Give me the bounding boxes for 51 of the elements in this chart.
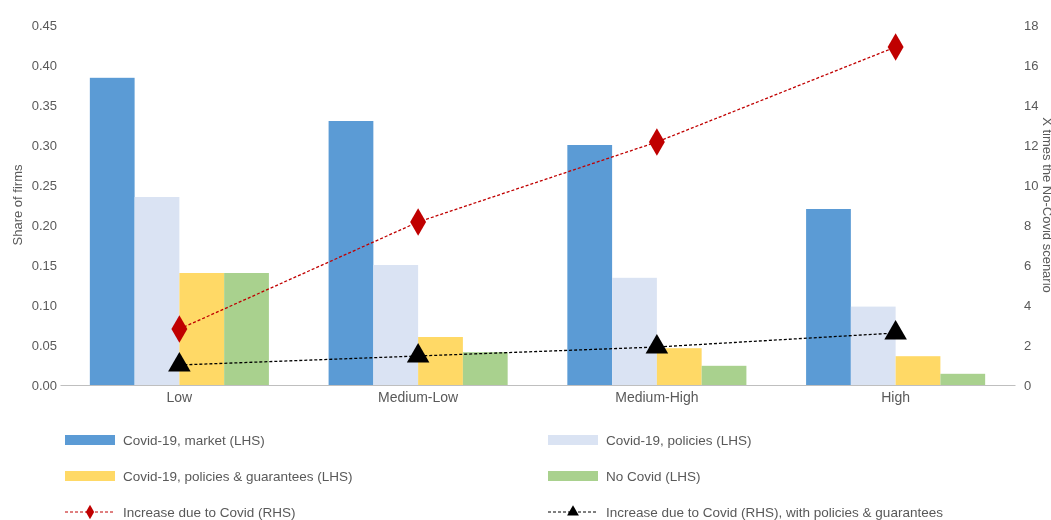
y2-tick-label: 0 [1024,377,1032,393]
y2-tick-label: 16 [1024,57,1039,73]
y-tick-label: 0.20 [31,217,57,233]
x-tick-label: Medium-High [615,389,699,405]
y2-tick-label: 6 [1024,257,1032,273]
y-tick-label: 0.15 [31,257,57,273]
y-tick-label: 0.05 [31,337,57,353]
y2-tick-label: 8 [1024,217,1032,233]
bar [895,356,941,385]
y-tick-label: 0.00 [31,377,57,393]
bar [462,352,508,385]
y-tick-label: 0.40 [31,57,57,73]
y2-tick-label: 12 [1024,137,1039,153]
legend-label: Increase due to Covid (RHS) [123,505,296,520]
bar [656,348,702,385]
y2-tick-label: 18 [1024,17,1039,33]
point [168,351,191,372]
legend-label: Increase due to Covid (RHS), with policies & guarantees [606,505,944,520]
y-axis-title: Share of firms [10,164,25,246]
y-tick-label: 0.10 [31,297,57,313]
y-tick-label: 0.25 [31,177,57,193]
point [406,342,430,363]
bar [701,365,747,385]
x-tick-label: Medium-Low [378,389,460,405]
bar [224,273,269,385]
bar [373,265,419,385]
y-tick-label: 0.35 [31,97,57,113]
bar [89,77,135,385]
bar [850,306,896,385]
bar [612,277,657,385]
point [645,333,669,354]
y2-tick-label: 14 [1024,97,1039,113]
legend-label: No Covid (LHS) [606,469,701,484]
x-tick-label: Low [166,389,194,405]
y2-tick-label: 2 [1024,337,1032,353]
bar [179,273,225,385]
x-tick-label: High [881,389,911,405]
point [884,319,907,340]
y2-tick-label: 10 [1024,177,1039,193]
legend-label: Covid-19, market (LHS) [123,433,265,448]
legend-label: Covid-19, policies & guarantees (LHS) [123,469,353,484]
bar [134,197,180,385]
y2-tick-label: 4 [1024,297,1032,313]
bar [328,121,374,385]
y-tick-label: 0.45 [31,17,57,33]
legend-label: Covid-19, policies (LHS) [606,433,752,448]
y-tick-label: 0.30 [31,137,57,153]
bar [567,145,613,385]
bar [806,209,851,385]
bar [940,373,986,385]
bar [418,337,463,385]
